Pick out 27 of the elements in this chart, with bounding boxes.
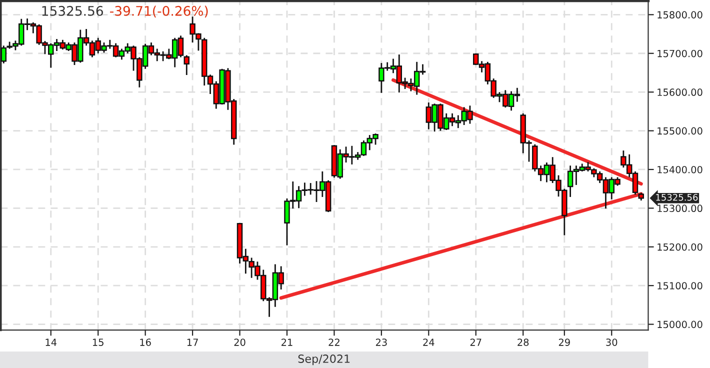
- x-tick-label: 27: [470, 338, 482, 346]
- x-axis-title: Sep/2021: [298, 354, 350, 366]
- y-tick-label: 15800.00: [658, 11, 702, 18]
- x-tick-label: 21: [282, 338, 292, 346]
- x-tick-label: 24: [423, 338, 434, 346]
- x-tick-label: 22: [328, 338, 340, 346]
- y-tick-label: 15600.00: [658, 88, 702, 96]
- chart-title: 15325.56: [42, 6, 103, 16]
- y-tick-label: 15400.00: [658, 166, 702, 174]
- x-tick-label: 29: [558, 338, 570, 346]
- candlestick: [184, 54, 190, 76]
- chart-subtitle: -39.71(-0.26%): [110, 6, 208, 18]
- x-tick-label: 17: [187, 338, 198, 346]
- x-tick-label: 30: [606, 338, 618, 346]
- y-tick-label: 15200.00: [658, 243, 702, 251]
- y-tick-label: 15100.00: [658, 282, 702, 290]
- y-tick-label: 15000.00: [658, 320, 702, 328]
- x-tick-label: 14: [46, 338, 57, 346]
- x-tick-label: 16: [140, 338, 151, 346]
- y-tick-label: 15700.00: [658, 50, 702, 58]
- x-tick-label: 20: [234, 338, 246, 346]
- y-tick-label: 15500.00: [658, 127, 702, 135]
- x-tick-label: 23: [376, 338, 387, 346]
- text: 15325.56: [656, 194, 698, 201]
- x-tick-label: 15: [92, 338, 104, 346]
- x-tick-label: 28: [518, 338, 529, 346]
- y-tick-label: 15300.00: [658, 204, 702, 212]
